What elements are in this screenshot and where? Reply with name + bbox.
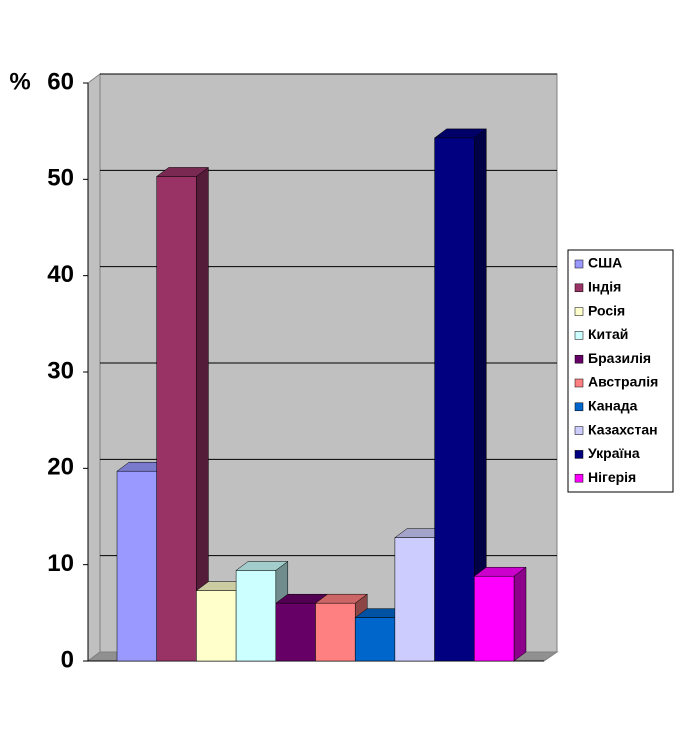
legend-swatch <box>574 283 584 293</box>
bar <box>354 617 396 662</box>
legend-label: США <box>588 255 622 271</box>
legend <box>567 249 674 493</box>
legend-swatch <box>574 331 584 340</box>
bar <box>116 470 157 662</box>
bar <box>235 570 277 662</box>
y-tick-label: 10 <box>47 550 74 577</box>
legend-label: Росія <box>588 302 625 318</box>
legend-label: Австралія <box>588 374 658 390</box>
y-tick-label: 30 <box>47 357 74 384</box>
bar <box>156 176 197 662</box>
bar <box>275 602 316 662</box>
bar <box>315 602 356 662</box>
legend-swatch <box>574 402 584 412</box>
bar <box>196 590 237 662</box>
legend-label: Нігерія <box>588 469 636 485</box>
side-wall <box>87 73 101 662</box>
bar <box>474 575 515 662</box>
legend-swatch <box>574 450 584 459</box>
legend-swatch <box>574 354 584 364</box>
y-tick-label: 60 <box>47 68 74 95</box>
legend-swatch <box>574 307 584 316</box>
legend-swatch <box>574 259 584 269</box>
legend-label: Україна <box>588 445 640 461</box>
legend-swatch <box>574 378 584 388</box>
y-tick-label: 40 <box>47 261 74 288</box>
legend-swatch <box>574 473 584 483</box>
bar <box>394 537 435 662</box>
legend-label: Китай <box>588 326 628 342</box>
y-tick-label: 20 <box>47 454 74 481</box>
bar <box>434 137 475 662</box>
y-tick-label: 0 <box>61 646 74 673</box>
legend-label: Бразилія <box>588 350 651 366</box>
y-tick-label: 50 <box>47 165 74 192</box>
legend-label: Канада <box>588 398 638 414</box>
legend-swatch <box>574 426 584 435</box>
y-axis-label: % <box>9 68 30 95</box>
bar-side <box>513 566 527 662</box>
legend-label: Індія <box>588 279 621 295</box>
legend-label: Казахстан <box>588 421 658 437</box>
